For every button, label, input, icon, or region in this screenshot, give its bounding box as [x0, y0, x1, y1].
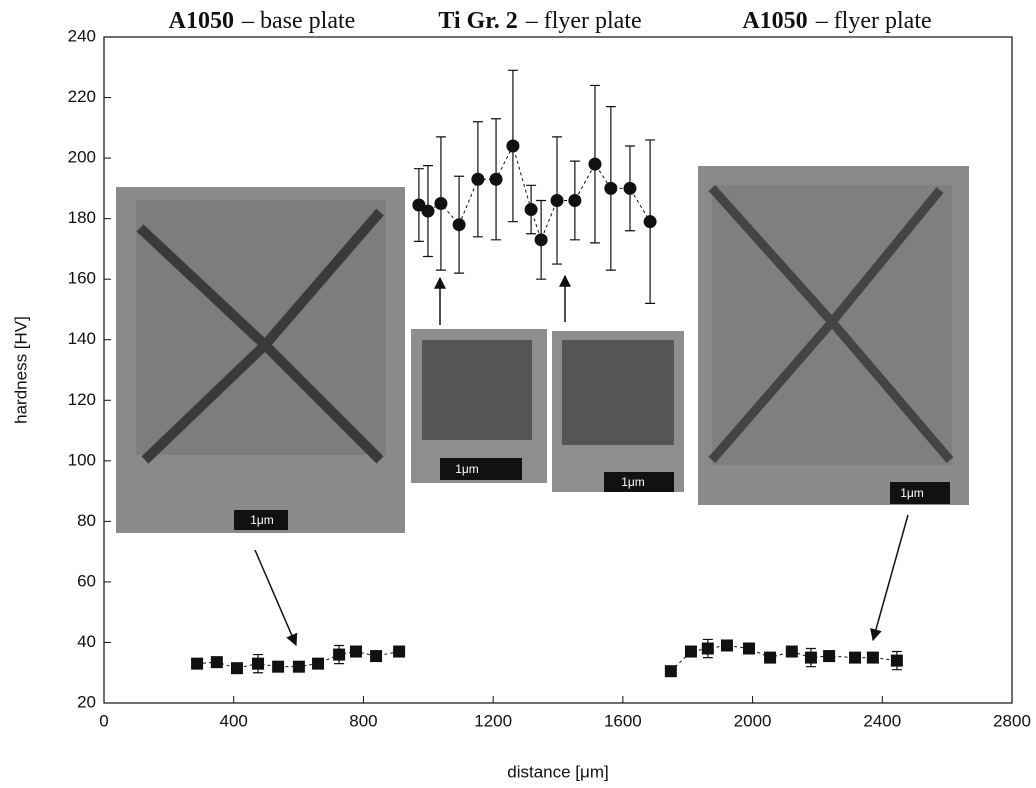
point [550, 193, 564, 207]
point [524, 203, 538, 217]
point [210, 656, 223, 669]
y-tick-label: 60 [77, 571, 96, 590]
panel-title-text: – flyer plate [525, 8, 642, 34]
point [743, 642, 756, 655]
point [785, 645, 798, 658]
y-tick-label: 20 [77, 692, 96, 711]
micrograph [116, 187, 405, 533]
scale-bar-label: 1μm [250, 513, 274, 527]
point [684, 645, 697, 658]
point [312, 657, 325, 670]
point [568, 193, 582, 207]
y-tick-label: 100 [68, 450, 96, 469]
y-tick-label: 160 [68, 269, 96, 288]
point [370, 650, 383, 663]
point [489, 172, 503, 186]
point [764, 651, 777, 664]
micrograph [698, 166, 969, 505]
point [252, 657, 265, 670]
micrographs [116, 166, 969, 533]
point [191, 657, 204, 670]
panel-title: Ti Gr. 2 – flyer plate [438, 8, 641, 34]
point [623, 181, 637, 195]
y-tick-label: 40 [77, 632, 96, 651]
x-tick-label: 2000 [734, 711, 772, 730]
point [604, 181, 618, 195]
point [434, 197, 448, 210]
x-tick-label: 800 [349, 711, 377, 730]
panel-title: A1050 – flyer plate [742, 8, 931, 34]
plot-frame [103, 36, 1013, 704]
point [393, 645, 406, 658]
micrograph [411, 329, 547, 483]
point [471, 172, 485, 186]
scale-bar-label: 1μm [455, 462, 479, 476]
x-axis-label: distance [μm] [507, 762, 608, 781]
y-tick-label: 220 [68, 87, 96, 106]
y-axis-label: hardness [HV] [11, 316, 30, 424]
point [534, 233, 548, 247]
scale-bar-label: 1μm [621, 475, 645, 489]
point [866, 651, 879, 664]
point [643, 215, 657, 229]
x-tick-label: 2400 [863, 711, 901, 730]
point [823, 650, 836, 663]
y-tick-label: 200 [68, 148, 96, 167]
point [588, 157, 602, 171]
x-tick-label: 2800 [993, 711, 1031, 730]
panel-title: A1050 – base plate [169, 8, 356, 34]
point [890, 654, 903, 667]
y-tick-label: 120 [68, 390, 96, 409]
panel-title-bold: A1050 [742, 8, 807, 34]
y-tick-label: 180 [68, 208, 96, 227]
point [349, 645, 362, 658]
point [292, 660, 305, 673]
panel-title-text: – base plate [241, 8, 355, 34]
scale-bar-label: 1μm [900, 486, 924, 500]
y-tick-label: 80 [77, 511, 96, 530]
panel-title-text: – flyer plate [815, 8, 932, 34]
point [849, 651, 862, 664]
panel-title-bold: A1050 [169, 8, 234, 34]
point [452, 218, 466, 232]
x-tick-label: 0 [99, 711, 108, 730]
point [272, 660, 285, 673]
point [664, 665, 677, 678]
micrograph [552, 331, 684, 492]
point [421, 204, 435, 218]
x-tick-label: 1600 [604, 711, 642, 730]
x-tick-label: 400 [220, 711, 248, 730]
point [804, 651, 817, 664]
panel-title-bold: Ti Gr. 2 [438, 8, 517, 34]
point [701, 642, 714, 655]
point [230, 662, 243, 675]
point [720, 639, 733, 652]
x-tick-label: 1200 [474, 711, 512, 730]
arrows [254, 274, 909, 647]
point [506, 139, 520, 153]
point [333, 648, 346, 661]
y-tick-label: 140 [68, 329, 96, 348]
y-tick-label: 240 [68, 26, 96, 45]
